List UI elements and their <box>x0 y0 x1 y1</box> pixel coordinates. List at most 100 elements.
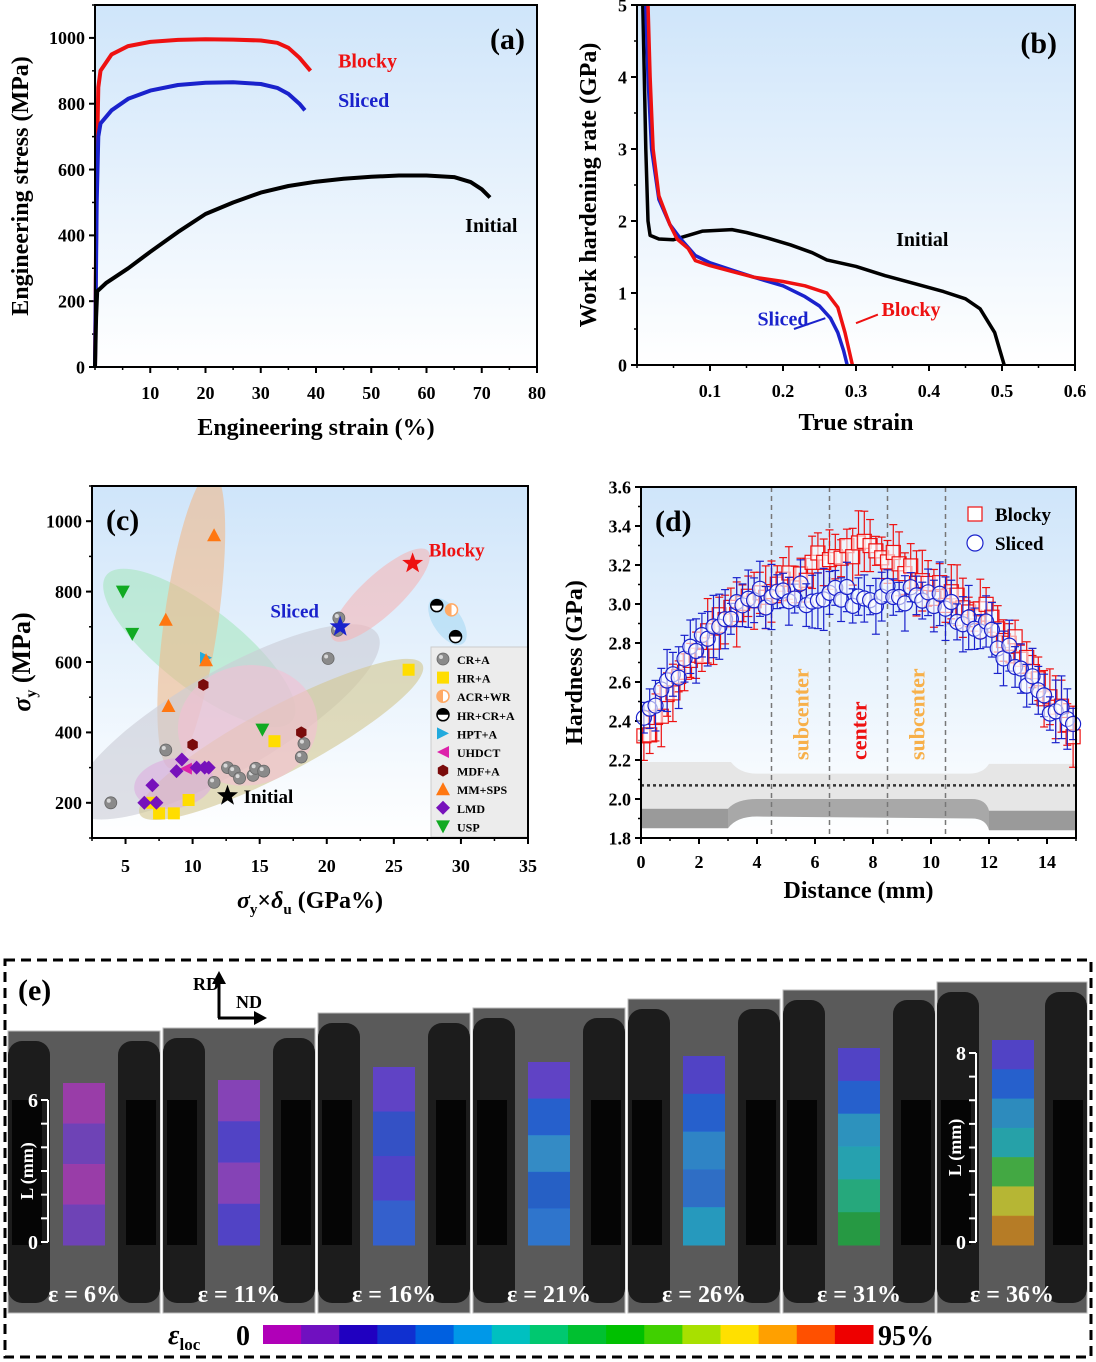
strain-band <box>838 1146 880 1180</box>
y-tick-label: 200 <box>55 793 82 813</box>
chart-b: 0.1 0.2 0.3 0.4 0.5 0.6 0 1 2 3 4 5 Initial Sliced Blo… <box>576 0 1086 436</box>
strain-label: ε = 21% <box>507 1282 591 1308</box>
y-tick-label: 1000 <box>46 512 82 532</box>
grip-shadow-left <box>787 1100 817 1245</box>
y-tick-label: 2.8 <box>609 633 632 653</box>
data-point-hr+cr+a-half <box>449 630 462 637</box>
dic-frame: ε = 6% <box>7 1030 161 1314</box>
annotation-sliced: Sliced <box>270 601 319 622</box>
legend-label: HR+A <box>457 672 491 686</box>
colorbar-swatch <box>529 1325 569 1344</box>
legend-marker-uhdct <box>437 746 449 758</box>
dic-frame: ε = 36% <box>936 981 1088 1314</box>
panel-label: (a) <box>490 23 525 56</box>
strain-band <box>992 1186 1034 1217</box>
colorbar-min: 0 <box>236 1321 250 1352</box>
grip-shadow-right <box>1053 1100 1083 1245</box>
x-axis-label: Distance (mm) <box>784 878 934 904</box>
length-scale: 8 0 L (mm) <box>945 1043 977 1254</box>
colorbar-swatch <box>796 1325 836 1344</box>
x-tick-label: 5 <box>121 856 130 876</box>
x-tick-label: 0.6 <box>1064 381 1087 401</box>
x-tick-label: 50 <box>362 383 380 403</box>
legend-marker-mdf+a <box>437 764 449 777</box>
strain-band <box>992 1098 1034 1129</box>
group-ellipse-mdf+a <box>177 665 318 786</box>
data-point-sliced <box>751 580 769 597</box>
data-point-usp <box>115 585 130 599</box>
data-point-cr+a-highlight <box>334 614 339 618</box>
data-point-sliced <box>329 615 351 636</box>
legend-label: UHDCT <box>457 746 500 760</box>
data-point-cr+a <box>257 764 271 778</box>
strain-band <box>218 1162 260 1205</box>
data-point-cr+a-highlight <box>299 739 304 744</box>
data-point-hr+a <box>153 807 166 820</box>
y-tick-label: 200 <box>58 291 85 311</box>
colorbar-swatch <box>377 1325 416 1344</box>
x-tick-label: 2 <box>695 852 704 872</box>
y-axis-label: Engineering stress (MPa) <box>8 56 34 316</box>
x-tick-label: 30 <box>252 383 270 403</box>
data-point-blocky <box>845 549 861 565</box>
colorbar-swatch <box>415 1325 455 1344</box>
legend-marker-mm+sps <box>436 782 450 796</box>
strain-band <box>683 1056 725 1095</box>
data-point-cr+a <box>321 652 335 665</box>
y-tick-label: 1000 <box>49 28 85 48</box>
y-tick-label: 1 <box>618 283 627 303</box>
data-point-cr+a-highlight <box>210 778 215 783</box>
region-label-subcenter: subcenter <box>905 668 930 760</box>
strain-band <box>218 1080 260 1122</box>
y-tick-label: 2.0 <box>609 789 632 809</box>
x-tick-label: 10 <box>184 856 202 876</box>
colorbar-swatch <box>682 1325 721 1344</box>
x-tick-label: 0.1 <box>699 381 722 401</box>
data-point-cr+a <box>233 771 246 785</box>
data-point-mdf+a <box>187 738 198 751</box>
colorbar-swatch <box>644 1325 683 1344</box>
grip-shadow-left <box>167 1100 197 1245</box>
y-tick-label: 2 <box>618 211 627 231</box>
rd-label: RD <box>193 974 219 994</box>
blocky-arrow <box>855 313 879 325</box>
nd-arrow-head <box>254 1011 267 1025</box>
dic-frame: ε = 21% <box>472 1007 626 1314</box>
y-tick-label: 0 <box>76 357 85 377</box>
data-point-sliced <box>722 610 740 627</box>
legend-marker-hr+a <box>437 671 449 684</box>
grip-shadow-right <box>901 1100 931 1245</box>
data-point-initial <box>217 784 238 805</box>
data-point-usp <box>255 723 270 737</box>
x-tick-label: 12 <box>980 852 998 872</box>
data-point-sliced <box>1064 715 1082 733</box>
x-tick-label: 0.2 <box>772 381 795 401</box>
colorbar-swatch <box>301 1325 340 1344</box>
dic-frame: ε = 11% <box>162 1027 316 1314</box>
panel-label: (c) <box>106 504 139 537</box>
legend-label: MM+SPS <box>457 783 507 797</box>
x-tick-label: 15 <box>251 856 269 876</box>
strain-band <box>683 1169 725 1208</box>
strain-band <box>63 1164 105 1205</box>
y-tick-label: 4 <box>618 67 627 87</box>
strain-label: ε = 11% <box>198 1282 281 1308</box>
x-tick-label: 70 <box>473 383 491 403</box>
strain-band <box>838 1212 880 1246</box>
strain-band <box>992 1215 1034 1246</box>
strain-band <box>838 1048 880 1082</box>
x-tick-label: 20 <box>318 856 336 876</box>
data-point-cr+a <box>297 737 311 751</box>
grip-shadow-right <box>746 1100 776 1245</box>
x-axis-label: Engineering strain (%) <box>197 415 434 441</box>
strain-band <box>528 1171 570 1209</box>
y-tick-label: 3.2 <box>609 555 632 575</box>
panel-e: (e) RD ND ε = 6% ε = 11% ε = 16% ε = 21% ε = 26… <box>3 958 1093 1359</box>
data-point-cr+a <box>207 775 221 789</box>
grip-shadow-left <box>477 1100 507 1245</box>
data-point-lmd <box>145 778 160 793</box>
strain-label: ε = 31% <box>817 1282 901 1308</box>
specimen-gauge <box>728 799 989 831</box>
group-ellipse-mm+sps <box>157 486 226 769</box>
colorbar-swatch <box>453 1325 493 1344</box>
